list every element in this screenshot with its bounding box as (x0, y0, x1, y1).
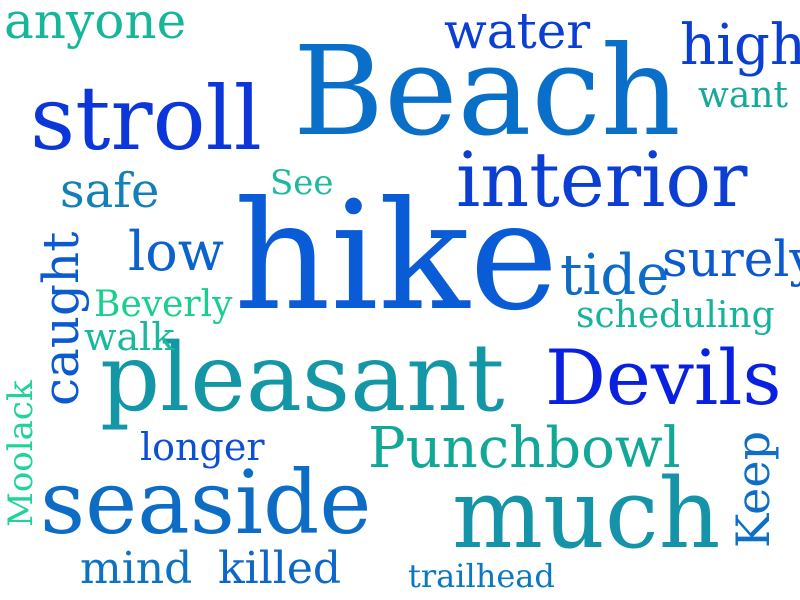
word-interior: interior (456, 135, 748, 224)
word-walk: walk (84, 315, 175, 359)
word-beverly: Beverly (94, 284, 233, 325)
word-longer: longer (140, 425, 265, 469)
word-pleasant: pleasant (100, 324, 505, 433)
word-anyone: anyone (4, 0, 187, 50)
word-beach: Beach (293, 20, 681, 164)
word-caught: caught (32, 231, 90, 406)
word-punchbowl: Punchbowl (368, 416, 681, 481)
word-devils: Devils (545, 333, 782, 422)
word-water: water (444, 2, 591, 60)
word-hike: hike (234, 170, 559, 344)
word-mind: mind (80, 543, 193, 594)
word-seaside: seaside (40, 451, 372, 554)
word-killed: killed (218, 543, 342, 594)
word-tide: tide (560, 243, 670, 308)
word-surely: surely (662, 230, 800, 288)
word-much: much (452, 458, 721, 570)
word-trailhead: trailhead (408, 557, 555, 595)
word-safe: safe (60, 163, 160, 219)
word-scheduling: scheduling (576, 295, 775, 336)
word-see: See (270, 163, 334, 203)
word-moolack: Moolack (1, 380, 41, 527)
word-stroll: stroll (30, 67, 262, 170)
word-want: want (698, 75, 788, 116)
word-high: high (680, 13, 800, 78)
word-keep: Keep (726, 430, 780, 548)
word-low: low (128, 220, 225, 283)
